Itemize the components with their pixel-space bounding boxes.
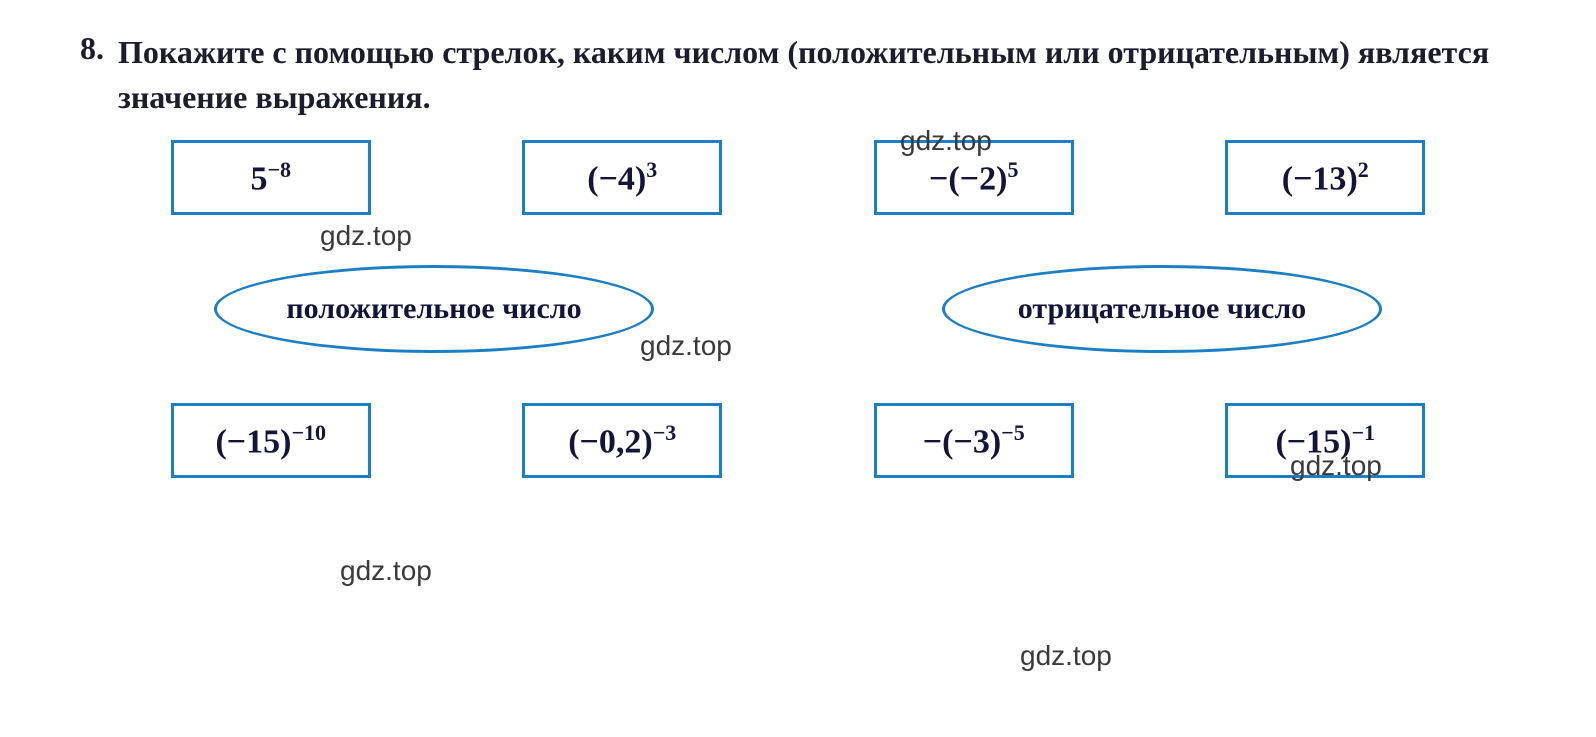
problem-number: 8.: [80, 30, 104, 120]
expression-box: (−0,2)−3: [522, 403, 722, 478]
expression-box: (−15)−1: [1225, 403, 1425, 478]
expr-base: −2: [960, 160, 996, 197]
expr-exp: 3: [646, 157, 657, 182]
expr-base: −15: [227, 423, 280, 460]
expr-base: −4: [599, 160, 635, 197]
expr-base: −13: [1293, 160, 1346, 197]
expr-exp: −3: [653, 420, 677, 445]
expr-exp: −5: [1001, 420, 1025, 445]
expr-base: 5: [250, 160, 267, 197]
expr-exp: 5: [1007, 157, 1018, 182]
bottom-expression-row: (−15)−10 (−0,2)−3 −(−3)−5 (−15)−1: [110, 403, 1486, 478]
expression-box: (−15)−10: [171, 403, 371, 478]
expression-box: (−4)3: [522, 140, 722, 215]
expr-exp: 2: [1358, 157, 1369, 182]
expr-base: −15: [1287, 423, 1340, 460]
problem-text: Покажите с помощью стрелок, каким числом…: [118, 30, 1518, 120]
expr-base: −0,2: [580, 423, 642, 460]
watermark: gdz.top: [340, 555, 432, 587]
expr-base: −3: [953, 423, 989, 460]
negative-label: отрицательное число: [942, 265, 1382, 353]
watermark: gdz.top: [1020, 640, 1112, 672]
expression-box: −(−2)5: [874, 140, 1074, 215]
problem-header: 8. Покажите с помощью стрелок, каким чис…: [50, 30, 1546, 120]
expr-prefix: −: [929, 160, 948, 197]
expr-prefix: −: [923, 423, 942, 460]
expression-box: 5−8: [171, 140, 371, 215]
watermark: gdz.top: [320, 220, 412, 252]
expression-box: (−13)2: [1225, 140, 1425, 215]
positive-label: положительное число: [214, 265, 654, 353]
expression-box: −(−3)−5: [874, 403, 1074, 478]
expr-exp: −1: [1351, 420, 1375, 445]
category-row: положительное число отрицательное число: [130, 265, 1466, 353]
expr-exp: −10: [291, 420, 326, 445]
top-expression-row: 5−8 (−4)3 −(−2)5 (−13)2: [110, 140, 1486, 215]
expr-exp: −8: [267, 157, 291, 182]
